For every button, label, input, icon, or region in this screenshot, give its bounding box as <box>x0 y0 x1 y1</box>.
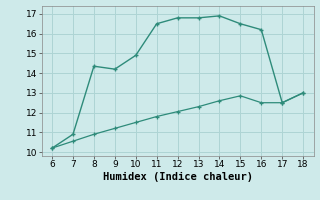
X-axis label: Humidex (Indice chaleur): Humidex (Indice chaleur) <box>103 172 252 182</box>
